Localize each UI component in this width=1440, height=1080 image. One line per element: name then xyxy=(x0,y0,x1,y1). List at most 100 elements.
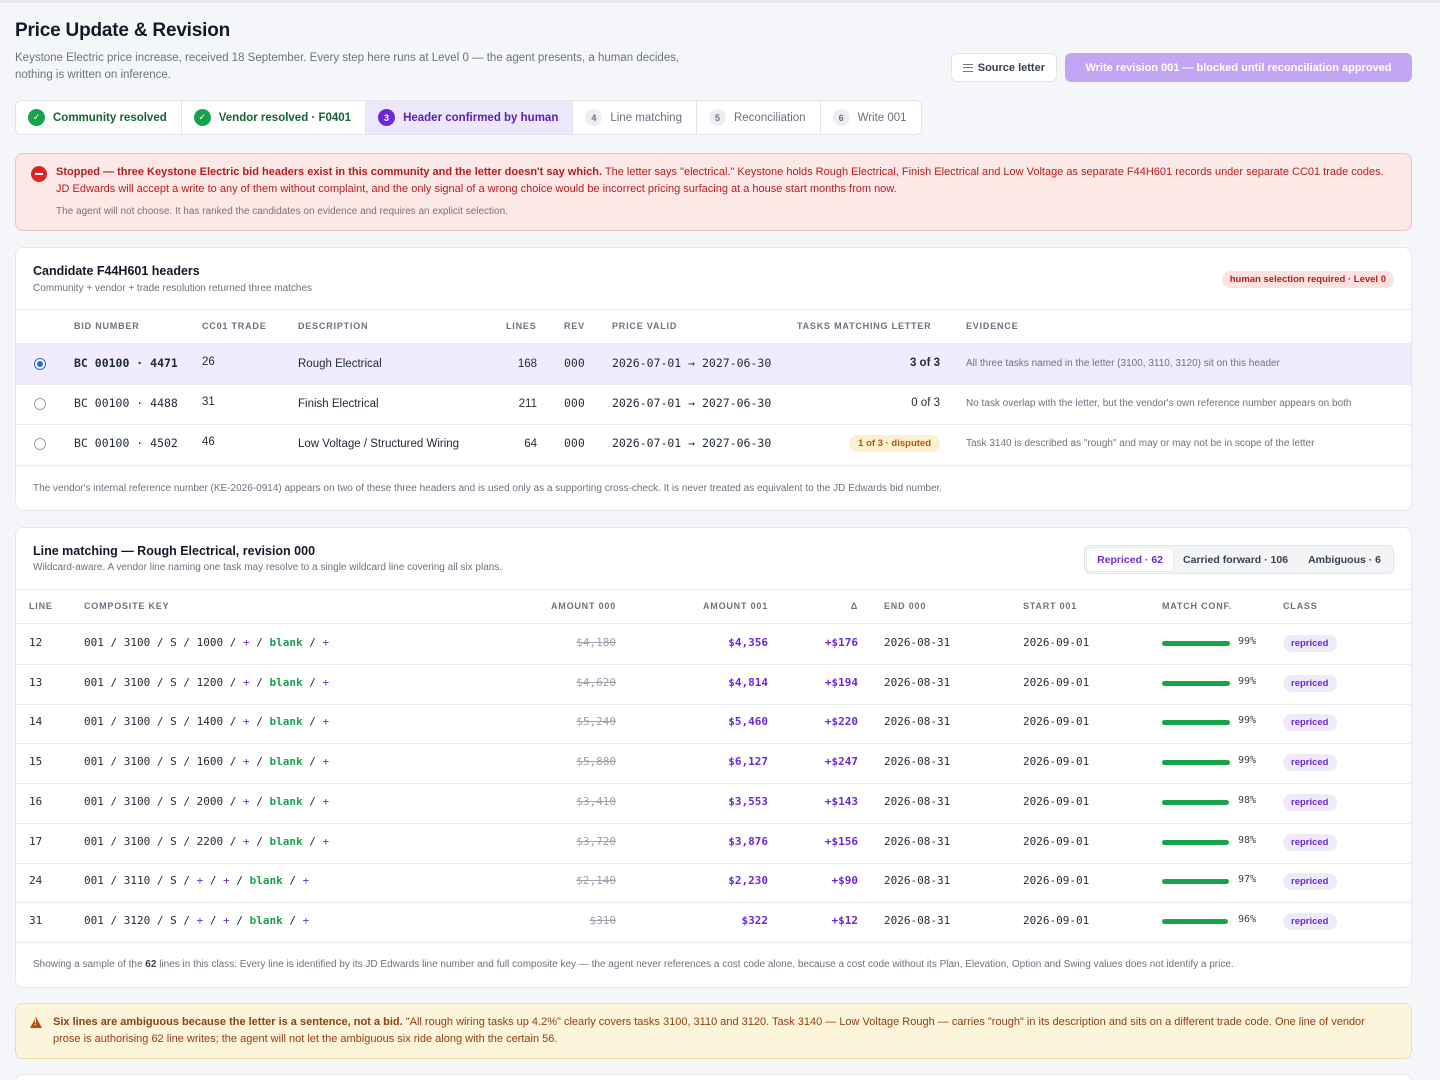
bid-number: BC 00100 · 4471 xyxy=(74,356,178,370)
row-divider xyxy=(16,384,1411,385)
tab-ambiguous[interactable]: Ambiguous · 6 xyxy=(1308,553,1381,566)
matching-footnote: Showing a sample of the 62 lines in this… xyxy=(33,959,1234,970)
step-3[interactable]: 3 Header confirmed by human xyxy=(366,101,574,134)
price-valid: 2026-07-01 → 2027-06-30 xyxy=(612,356,772,370)
candidate-radio[interactable] xyxy=(34,398,46,410)
key-segment: 001 xyxy=(84,794,104,808)
start-001: 2026-09-01 xyxy=(1023,913,1090,927)
key-segment: + xyxy=(243,755,250,769)
confidence-label: 98% xyxy=(1238,834,1257,846)
key-segment: blank xyxy=(269,834,303,848)
composite-key: 001 / 3100 / S / 1400 / + / blank / + xyxy=(84,715,330,729)
row-divider xyxy=(16,424,1411,425)
key-segment: blank xyxy=(269,675,303,689)
step-number: 5 xyxy=(708,109,726,126)
step-5[interactable]: 5 Reconciliation xyxy=(697,101,821,134)
table-row[interactable]: 12 001 / 3100 / S / 1000 / + / blank / + $… xyxy=(16,624,1411,664)
alert-note: The agent will not choose. It has ranked… xyxy=(56,206,508,217)
candidate-row[interactable]: BC 00100 · 4471 26 Rough Electrical 168 000 2… xyxy=(16,344,1411,384)
step-label: Header confirmed by human xyxy=(403,111,559,124)
amount-000: $5,240 xyxy=(576,715,616,729)
source-letter-button[interactable]: Source letter xyxy=(950,53,1057,82)
delta: +$90 xyxy=(831,874,859,888)
col-amount-001: Amount 001 xyxy=(702,601,768,611)
trade-code: 26 xyxy=(202,356,215,368)
line-number: 16 xyxy=(29,794,43,808)
candidate-row[interactable]: BC 00100 · 4488 31 Finish Electrical 211 000… xyxy=(16,384,1411,424)
candidates-title: Candidate F44H601 headers xyxy=(33,264,200,278)
step-4[interactable]: 4 Line matching xyxy=(573,101,697,134)
row-divider xyxy=(16,822,1411,824)
table-row[interactable]: 15 001 / 3100 / S / 1600 / + / blank / + $… xyxy=(16,743,1411,783)
table-row[interactable]: 16 001 / 3100 / S / 2000 / + / blank / + $… xyxy=(16,783,1411,823)
class-filter-tabs: Repriced · 62 Carried forward · 106 Ambi… xyxy=(1084,545,1394,574)
class-badge: repriced xyxy=(1283,833,1337,851)
line-count: 64 xyxy=(524,438,537,450)
amount-000: $3,410 xyxy=(576,794,616,808)
bid-description: Rough Electrical xyxy=(298,358,382,370)
col-start-001: Start 001 xyxy=(1023,601,1078,611)
candidate-row[interactable]: BC 00100 · 4502 46 Low Voltage / Structure… xyxy=(16,424,1411,464)
bid-description: Low Voltage / Structured Wiring xyxy=(298,438,460,450)
step-6[interactable]: 6 Write 001 xyxy=(821,101,921,134)
step-number: 6 xyxy=(832,109,850,126)
confidence-label: 99% xyxy=(1238,675,1257,687)
amount-000: $2,140 xyxy=(576,874,616,888)
table-row[interactable]: 13 001 / 3100 / S / 1200 / + / blank / + $… xyxy=(16,664,1411,704)
page-title: Price Update & Revision xyxy=(15,20,231,41)
key-segment: 3100 xyxy=(123,755,151,769)
composite-key: 001 / 3100 / S / 1000 / + / blank / + xyxy=(84,636,330,649)
key-segment: S xyxy=(170,913,177,927)
col-delta: Δ xyxy=(850,601,858,611)
row-divider xyxy=(16,783,1411,785)
write-revision-button[interactable]: Write revision 001 — blocked until recon… xyxy=(1065,53,1412,82)
key-segment: + xyxy=(196,913,204,927)
table-row[interactable]: 31 001 / 3120 / S / + / + / blank / + $310… xyxy=(16,902,1411,942)
amount-000: $4,180 xyxy=(576,636,616,649)
key-segment: + xyxy=(322,834,330,848)
key-segment: + xyxy=(223,913,230,927)
key-segment: + xyxy=(243,794,250,808)
key-segment: blank xyxy=(269,715,303,729)
candidates-subtitle: Community + vendor + trade resolution re… xyxy=(33,283,313,294)
page-subtitle: Keystone Electric price increase, receiv… xyxy=(15,52,680,81)
amount-001: $4,356 xyxy=(728,636,768,649)
key-segment: + xyxy=(243,715,250,729)
confidence-label: 99% xyxy=(1238,755,1257,767)
step-2[interactable]: ✓ Vendor resolved · F0401 xyxy=(182,101,367,134)
key-segment: + xyxy=(322,675,330,689)
check-icon: ✓ xyxy=(28,109,45,126)
trade-code: 46 xyxy=(202,436,215,448)
step-label: Reconciliation xyxy=(733,111,806,124)
page-header: Price Update & Revision Keystone Electri… xyxy=(15,20,1412,82)
key-segment: S xyxy=(170,636,177,649)
warning-message: Six lines are ambiguous because the lett… xyxy=(53,1014,1395,1048)
disputed-badge: 1 of 3 · disputed xyxy=(849,435,940,452)
col-tasks-matching: Tasks matching letter xyxy=(797,321,932,331)
table-row[interactable]: 17 001 / 3100 / S / 2200 / + / blank / + $… xyxy=(16,823,1411,863)
key-segment: + xyxy=(322,794,330,808)
line-number: 17 xyxy=(29,834,43,848)
stop-icon xyxy=(31,166,47,182)
table-row[interactable]: 14 001 / 3100 / S / 1400 / + / blank / + $… xyxy=(16,703,1411,743)
candidates-footnote: The vendor's internal reference number (… xyxy=(33,483,943,494)
start-001: 2026-09-01 xyxy=(1023,715,1090,729)
tab-carried-forward[interactable]: Carried forward · 106 xyxy=(1183,553,1289,566)
key-segment: S xyxy=(170,794,177,808)
class-badge: repriced xyxy=(1283,912,1337,930)
candidate-radio[interactable] xyxy=(34,358,46,370)
confidence-label: 96% xyxy=(1238,913,1257,925)
key-segment: 3100 xyxy=(123,675,151,689)
col-description: Description xyxy=(298,321,369,331)
end-000: 2026-08-31 xyxy=(884,636,951,649)
start-001: 2026-09-01 xyxy=(1023,834,1090,848)
candidate-radio[interactable] xyxy=(34,438,46,450)
line-number: 12 xyxy=(29,636,43,649)
tab-repriced[interactable]: Repriced · 62 xyxy=(1087,548,1174,571)
col-rev: Rev xyxy=(564,321,585,331)
table-row[interactable]: 24 001 / 3110 / S / + / + / blank / + $2,1… xyxy=(16,862,1411,902)
revision: 000 xyxy=(564,436,585,450)
step-label: Line matching xyxy=(610,111,682,124)
composite-key: 001 / 3100 / S / 1200 / + / blank / + xyxy=(84,675,330,689)
step-1[interactable]: ✓ Community resolved xyxy=(16,101,182,134)
